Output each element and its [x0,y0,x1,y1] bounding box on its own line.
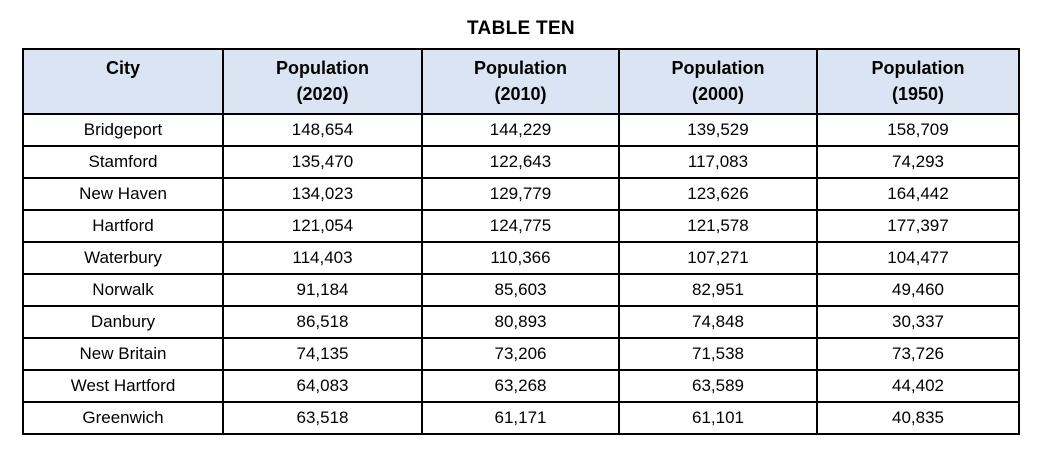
cell-pop-2010: 129,779 [421,177,620,212]
cell-city: New Britain [22,337,224,372]
cell-city: West Hartford [22,369,224,404]
cell-pop-1950: 30,337 [816,305,1020,340]
cell-pop-2000: 82,951 [618,273,818,308]
cell-pop-2020: 64,083 [222,369,423,404]
cell-pop-2010: 122,643 [421,145,620,180]
table-row-greenwich: Greenwich 63,518 61,171 61,101 40,835 [22,401,1020,436]
cell-pop-2010: 85,603 [421,273,620,308]
cell-pop-2000: 61,101 [618,401,818,436]
column-header-population-1950: Population (1950) [816,47,1020,116]
column-header-population-2020: Population (2020) [222,47,423,116]
column-header-population-2010: Population (2010) [421,47,620,116]
column-header-city: City [22,47,224,116]
cell-pop-2020: 121,054 [222,209,423,244]
cell-pop-1950: 73,726 [816,337,1020,372]
table-row-hartford: Hartford 121,054 124,775 121,578 177,397 [22,209,1020,244]
cell-pop-2000: 107,271 [618,241,818,276]
population-table: City Population (2020) Population (2010)… [22,47,1020,436]
cell-pop-1950: 158,709 [816,113,1020,148]
table-title: TABLE TEN [467,18,575,39]
cell-city: Bridgeport [22,113,224,148]
cell-pop-2020: 148,654 [222,113,423,148]
cell-pop-2020: 91,184 [222,273,423,308]
table-body: Bridgeport 148,654 144,229 139,529 158,7… [22,113,1020,436]
cell-pop-2010: 61,171 [421,401,620,436]
cell-pop-2020: 86,518 [222,305,423,340]
cell-city: Stamford [22,145,224,180]
cell-pop-2010: 73,206 [421,337,620,372]
cell-city: Danbury [22,305,224,340]
cell-pop-2000: 63,589 [618,369,818,404]
cell-pop-2020: 74,135 [222,337,423,372]
cell-pop-2000: 123,626 [618,177,818,212]
table-row-new-britain: New Britain 74,135 73,206 71,538 73,726 [22,337,1020,372]
cell-city: Norwalk [22,273,224,308]
cell-pop-1950: 104,477 [816,241,1020,276]
cell-city: New Haven [22,177,224,212]
cell-pop-2000: 71,538 [618,337,818,372]
table-row-norwalk: Norwalk 91,184 85,603 82,951 49,460 [22,273,1020,308]
cell-pop-1950: 40,835 [816,401,1020,436]
cell-pop-2020: 135,470 [222,145,423,180]
cell-pop-2020: 134,023 [222,177,423,212]
table-row-west-hartford: West Hartford 64,083 63,268 63,589 44,40… [22,369,1020,404]
cell-pop-1950: 49,460 [816,273,1020,308]
cell-pop-2010: 124,775 [421,209,620,244]
cell-pop-1950: 177,397 [816,209,1020,244]
cell-pop-2000: 139,529 [618,113,818,148]
cell-pop-2010: 110,366 [421,241,620,276]
table-header: City Population (2020) Population (2010)… [22,47,1020,116]
cell-pop-1950: 44,402 [816,369,1020,404]
table-row-new-haven: New Haven 134,023 129,779 123,626 164,44… [22,177,1020,212]
cell-city: Greenwich [22,401,224,436]
cell-city: Waterbury [22,241,224,276]
header-row: City Population (2020) Population (2010)… [22,47,1020,116]
cell-pop-2010: 80,893 [421,305,620,340]
cell-pop-1950: 164,442 [816,177,1020,212]
table-row-danbury: Danbury 86,518 80,893 74,848 30,337 [22,305,1020,340]
cell-pop-2000: 121,578 [618,209,818,244]
column-header-population-2000: Population (2000) [618,47,818,116]
cell-pop-1950: 74,293 [816,145,1020,180]
cell-pop-2010: 63,268 [421,369,620,404]
cell-city: Hartford [22,209,224,244]
cell-pop-2000: 117,083 [618,145,818,180]
cell-pop-2010: 144,229 [421,113,620,148]
table-row-stamford: Stamford 135,470 122,643 117,083 74,293 [22,145,1020,180]
cell-pop-2020: 63,518 [222,401,423,436]
table-row-waterbury: Waterbury 114,403 110,366 107,271 104,47… [22,241,1020,276]
cell-pop-2000: 74,848 [618,305,818,340]
cell-pop-2020: 114,403 [222,241,423,276]
table-row-bridgeport: Bridgeport 148,654 144,229 139,529 158,7… [22,113,1020,148]
